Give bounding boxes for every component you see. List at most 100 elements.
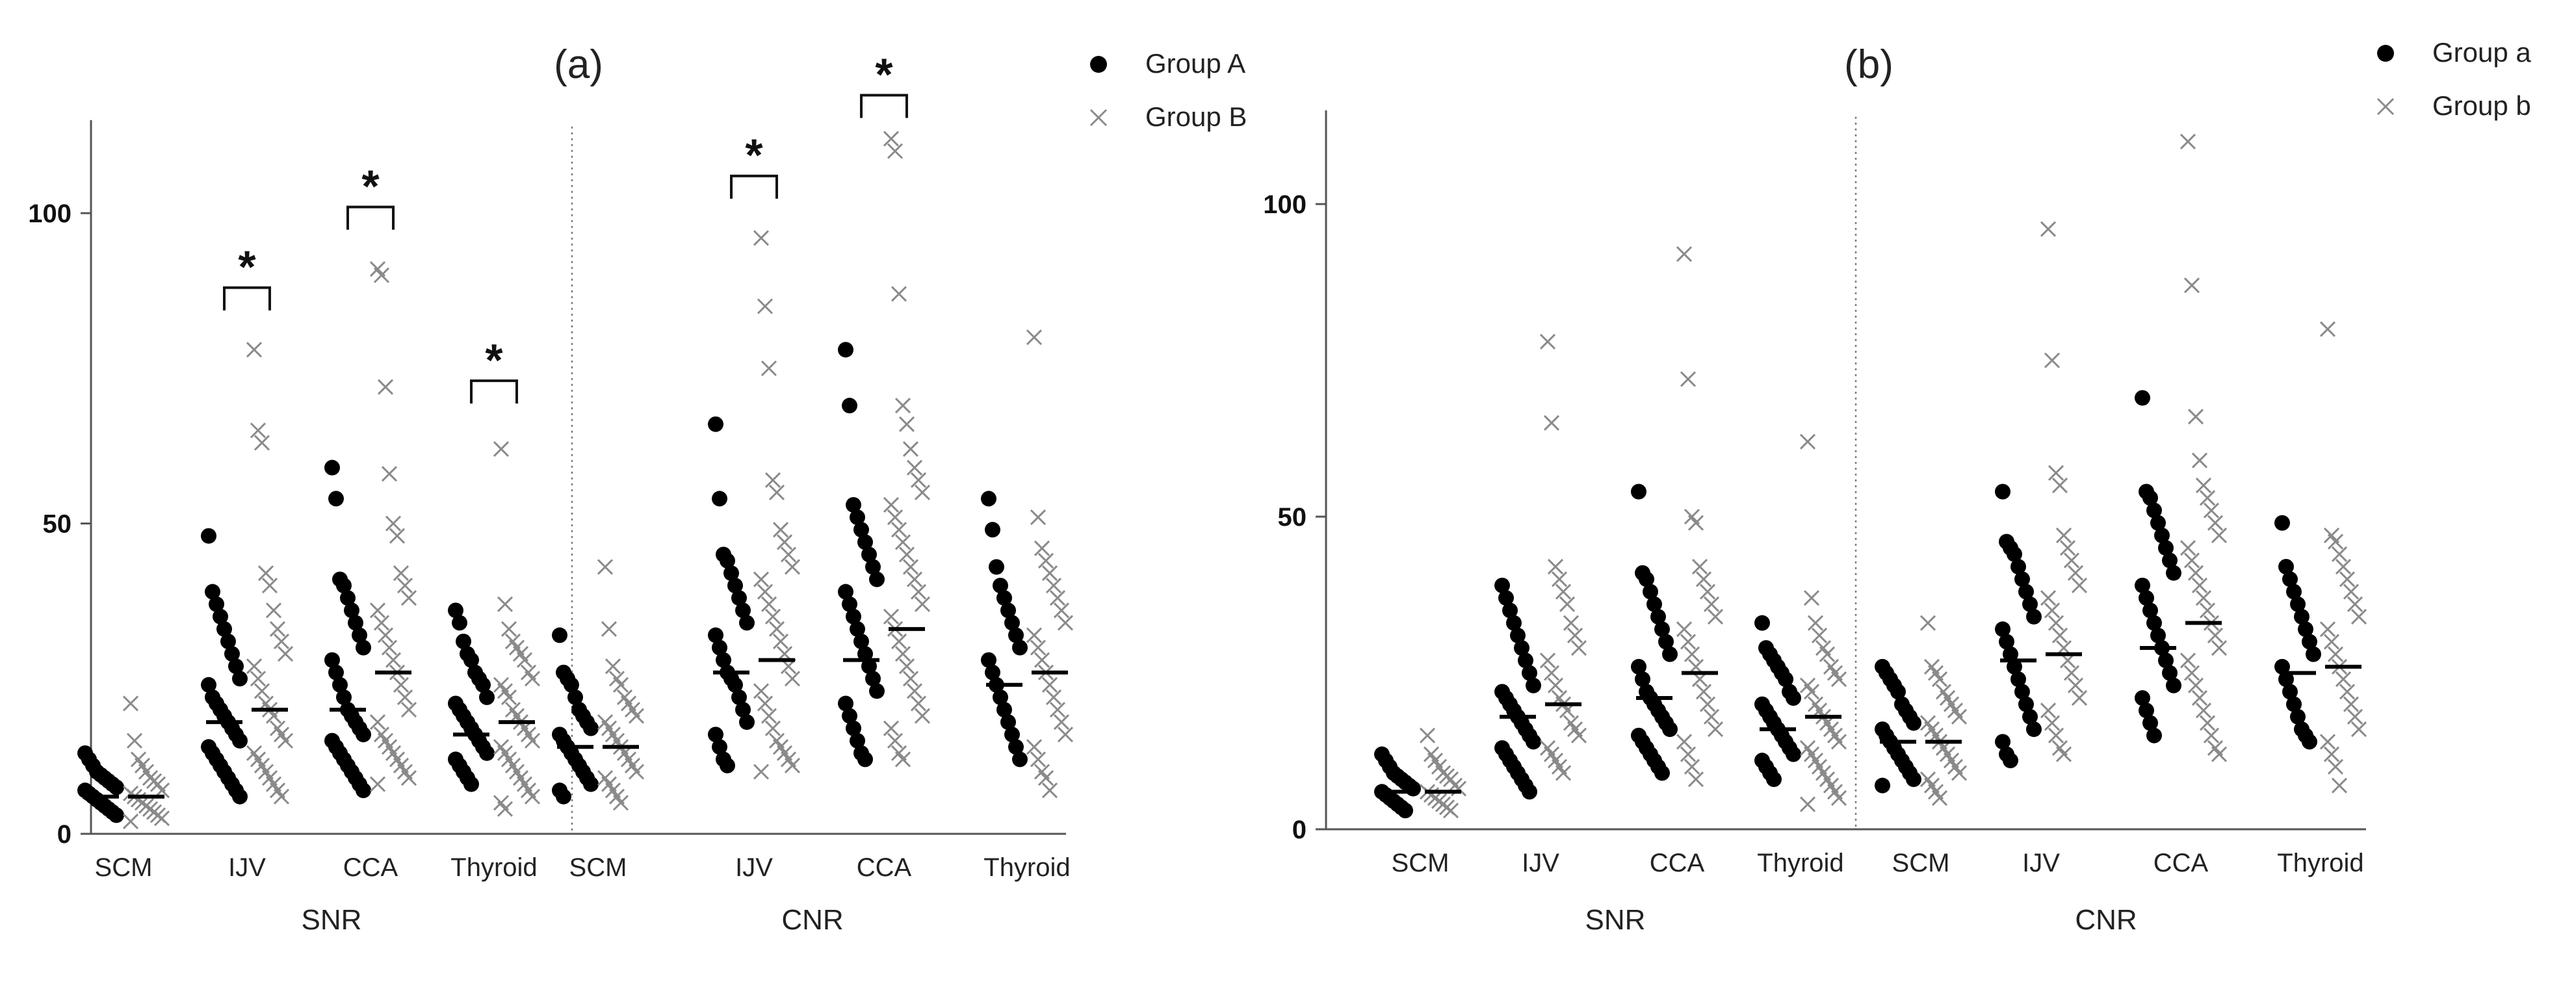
data-point: [712, 739, 727, 755]
data-point: [902, 441, 919, 457]
category-label-thyroid: Thyroid: [2277, 849, 2363, 877]
data-point: [2040, 589, 2057, 606]
data-point: [2183, 277, 2200, 294]
data-point: [1646, 596, 1662, 612]
data-point: [887, 509, 904, 526]
data-point: [2199, 715, 2216, 731]
data-point: [1012, 751, 1028, 768]
data-point: [452, 615, 467, 631]
data-point: [273, 788, 290, 805]
data-point: [1803, 684, 1820, 700]
data-point: [906, 459, 923, 476]
data-point: [1030, 751, 1047, 768]
data-point: [981, 491, 996, 507]
category-label-scm: SCM: [95, 853, 153, 882]
data-point: [524, 788, 541, 805]
data-point: [887, 143, 904, 159]
data-point: [524, 671, 541, 687]
data-point: [1643, 584, 1658, 600]
data-point: [2051, 627, 2068, 643]
data-point: [723, 565, 739, 581]
data-point: [1766, 771, 1782, 788]
data-point: [232, 671, 248, 687]
data-point: [2199, 490, 2216, 506]
data-point: [1539, 653, 1556, 669]
data-point: [601, 621, 618, 637]
data-point: [1570, 640, 1587, 656]
data-point: [1684, 758, 1700, 775]
data-point: [2044, 352, 2061, 368]
data-point: [989, 559, 1004, 575]
data-point: [448, 602, 463, 619]
data-point: [1000, 714, 1016, 730]
data-point: [336, 689, 352, 705]
category-label-thyroid: Thyroid: [1757, 849, 1843, 877]
data-point: [224, 646, 240, 662]
significance-star: *: [875, 49, 893, 100]
data-point: [838, 342, 853, 358]
data-point: [731, 689, 747, 705]
data-point: [757, 584, 774, 600]
data-point: [400, 769, 417, 786]
data-point: [400, 590, 417, 606]
data-point: [842, 596, 857, 612]
data-point: [1650, 608, 1666, 625]
data-point: [2298, 621, 2313, 638]
data-point: [2067, 565, 2084, 581]
data-point: [1506, 615, 1522, 631]
data-point: [1570, 727, 1587, 743]
data-point: [1041, 677, 1058, 693]
data-point: [381, 640, 398, 656]
data-point: [1045, 689, 1062, 705]
data-point: [373, 267, 390, 283]
data-point: [1442, 803, 1459, 819]
y-tick-label: 100: [28, 200, 72, 228]
category-label-cca: CCA: [1650, 849, 1705, 877]
data-point: [739, 714, 755, 730]
data-point: [2211, 640, 2228, 656]
data-point: [1803, 589, 1820, 606]
significance-star: *: [361, 161, 380, 211]
data-point: [869, 683, 885, 699]
data-point: [2278, 671, 2294, 688]
data-point: [1049, 590, 1066, 606]
data-point: [1680, 634, 1697, 650]
data-point: [2063, 665, 2080, 681]
data-point: [753, 683, 770, 699]
data-point: [910, 472, 927, 488]
data-point: [2339, 571, 2356, 588]
data-point: [2003, 646, 2018, 662]
data-point: [902, 559, 919, 575]
data-point: [2195, 703, 2212, 719]
category-label-scm: SCM: [1892, 849, 1950, 877]
data-point: [2343, 696, 2360, 712]
data-point: [1631, 484, 1646, 500]
data-point: [891, 521, 907, 538]
data-point: [497, 801, 514, 817]
category-label-thyroid: Thyroid: [983, 853, 1070, 882]
data-point: [2150, 515, 2166, 531]
category-label-cca: CCA: [343, 853, 398, 882]
legend-label: Group a: [2432, 37, 2531, 68]
data-point: [1559, 596, 1576, 612]
data-point: [2026, 608, 2042, 625]
data-point: [277, 732, 294, 749]
data-point: [735, 702, 751, 717]
data-point: [2048, 615, 2064, 631]
data-point: [628, 708, 645, 724]
data-point: [269, 621, 286, 637]
legend-dot-marker: [2377, 45, 2394, 62]
data-point: [2179, 133, 2196, 149]
data-point: [1510, 627, 1526, 643]
data-point: [328, 491, 344, 507]
data-point: [257, 565, 274, 581]
category-label-scm: SCM: [1392, 849, 1450, 877]
data-point: [2044, 602, 2061, 619]
data-point: [776, 534, 793, 550]
data-point: [857, 751, 873, 768]
data-point: [1830, 734, 1847, 750]
data-point: [246, 342, 263, 358]
data-point: [277, 645, 294, 662]
data-point: [2014, 571, 2030, 588]
data-point: [1000, 602, 1016, 619]
